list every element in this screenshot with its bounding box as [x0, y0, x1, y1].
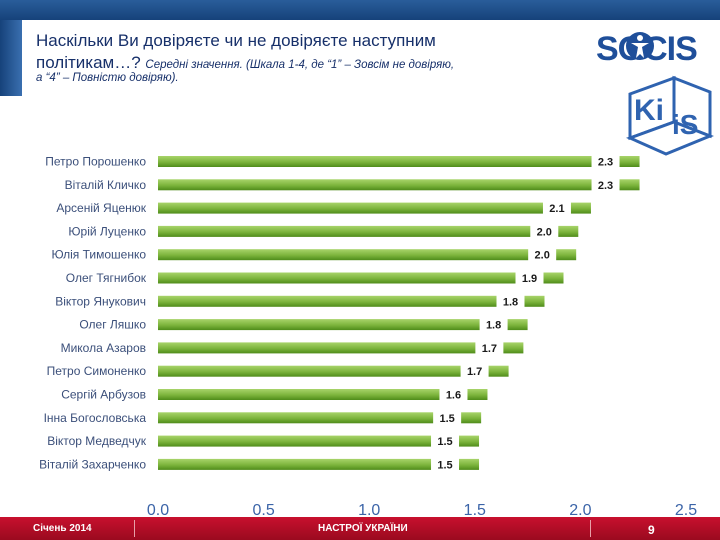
bar-1: [158, 179, 640, 191]
bar-8: [158, 342, 524, 354]
value-label-bg-5: [515, 270, 544, 286]
footer-title: НАСТРОЇ УКРАЇНИ: [318, 523, 408, 534]
kiis-logo: Ki iS: [625, 75, 714, 156]
footer-divider-right: [590, 520, 591, 537]
value-label-bg-13: [431, 456, 460, 473]
footer-date: Січень 2014: [33, 523, 92, 534]
value-label-4: 2.0: [535, 250, 550, 262]
value-label-bg-0: [591, 153, 620, 170]
footer-bar: Січень 2014 НАСТРОЇ УКРАЇНИ 9: [0, 517, 720, 540]
category-label-4: Юлія Тимошенко: [52, 248, 147, 262]
value-label-bg-1: [591, 176, 620, 193]
bar-9: [158, 365, 509, 377]
value-label-6: 1.8: [503, 296, 518, 308]
page-number: 9: [648, 523, 655, 537]
subtitle-part-2: а “4” – Повністю довіряю).: [36, 72, 179, 84]
value-label-bg-6: [496, 293, 525, 310]
bar-13: [158, 458, 480, 470]
value-label-0: 2.3: [598, 157, 613, 169]
value-label-bg-10: [439, 386, 468, 403]
x-tick-label-4: 2.0: [569, 502, 591, 519]
category-label-12: Віктор Медведчук: [47, 434, 147, 448]
title-line-2: політикам…?: [36, 53, 141, 72]
footer-divider-left: [134, 520, 135, 537]
value-label-bg-8: [475, 339, 504, 356]
x-tick-label-0: 0.0: [147, 502, 169, 519]
value-label-bg-2: [542, 200, 571, 217]
value-label-bg-9: [460, 363, 489, 380]
bar-3: [158, 225, 579, 237]
kiis-logo-top: Ki: [634, 94, 664, 127]
value-label-7: 1.8: [486, 320, 501, 332]
value-label-bg-7: [479, 316, 508, 333]
value-label-bg-11: [433, 409, 462, 426]
bar-4: [158, 249, 577, 261]
category-label-5: Олег Тягнибок: [66, 271, 147, 285]
category-label-9: Петро Симоненко: [47, 364, 147, 378]
value-label-5: 1.9: [522, 273, 537, 285]
kiis-logo-bottom: iS: [672, 109, 698, 140]
category-label-10: Сергій Арбузов: [61, 388, 146, 402]
bar-11: [158, 412, 482, 424]
category-label-6: Віктор Янукович: [55, 294, 146, 308]
value-label-12: 1.5: [437, 436, 452, 448]
subtitle-part-1: Середні значення. (Шкала 1-4, де “1” – З…: [145, 59, 455, 71]
category-label-11: Інна Богословська: [44, 411, 147, 425]
value-label-bg-3: [530, 223, 559, 240]
bar-10: [158, 389, 488, 400]
bar-5: [158, 272, 564, 284]
bar-7: [158, 319, 528, 331]
bar-12: [158, 435, 480, 447]
category-label-8: Микола Азаров: [61, 341, 146, 355]
value-label-9: 1.7: [467, 366, 482, 378]
value-label-13: 1.5: [437, 459, 452, 471]
value-label-bg-12: [431, 433, 460, 450]
slide-title: Наскільки Ви довіряєте чи не довіряєте н…: [36, 30, 556, 76]
value-label-8: 1.7: [482, 343, 497, 355]
category-label-1: Віталій Кличко: [65, 178, 147, 192]
value-label-2: 2.1: [549, 203, 564, 215]
value-label-3: 2.0: [537, 226, 552, 238]
bar-0: [158, 156, 640, 167]
value-label-1: 2.3: [598, 180, 613, 192]
category-label-2: Арсеній Яценюк: [56, 201, 146, 215]
x-tick-label-1: 0.5: [252, 502, 274, 519]
value-label-10: 1.6: [446, 390, 461, 402]
category-label-3: Юрій Луценко: [68, 224, 146, 238]
value-label-11: 1.5: [439, 413, 454, 425]
x-tick-label-2: 1.0: [358, 502, 380, 519]
x-tick-label-3: 1.5: [464, 502, 486, 519]
title-line-1: Наскільки Ви довіряєте чи не довіряєте н…: [36, 31, 436, 50]
socis-logo: SOCIS: [596, 30, 698, 68]
side-accent: [0, 20, 22, 96]
value-label-bg-4: [528, 246, 557, 263]
bar-2: [158, 202, 591, 214]
trust-bar-chart: Петро Порошенко 2.3 Віталій Кличко 2.3 Арсен…: [39, 153, 697, 519]
category-label-7: Олег Ляшко: [79, 318, 146, 332]
bar-6: [158, 295, 545, 307]
category-label-13: Віталій Захарченко: [39, 457, 146, 471]
top-banner: [0, 0, 720, 20]
x-tick-label-5: 2.5: [675, 502, 697, 519]
category-label-0: Петро Порошенко: [45, 155, 146, 169]
